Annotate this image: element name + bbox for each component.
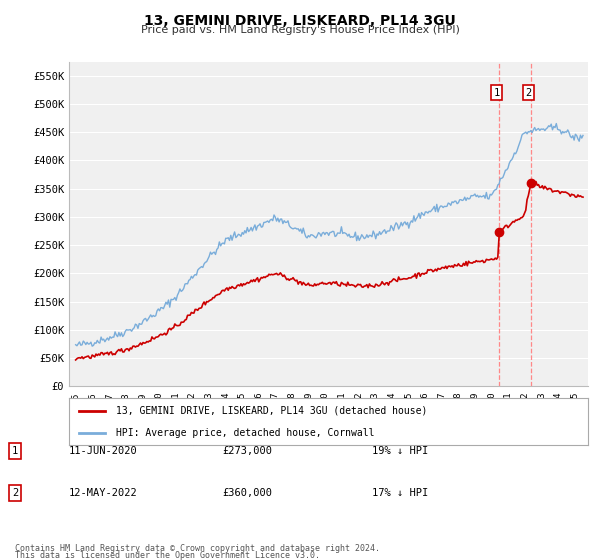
Text: HPI: Average price, detached house, Cornwall: HPI: Average price, detached house, Corn…: [116, 428, 374, 438]
Text: This data is licensed under the Open Government Licence v3.0.: This data is licensed under the Open Gov…: [15, 551, 320, 560]
Text: 11-JUN-2020: 11-JUN-2020: [69, 446, 138, 456]
Text: 2: 2: [12, 488, 18, 498]
Text: 17% ↓ HPI: 17% ↓ HPI: [372, 488, 428, 498]
Text: £273,000: £273,000: [222, 446, 272, 456]
Text: 13, GEMINI DRIVE, LISKEARD, PL14 3GU: 13, GEMINI DRIVE, LISKEARD, PL14 3GU: [144, 14, 456, 28]
Text: 1: 1: [12, 446, 18, 456]
Text: £360,000: £360,000: [222, 488, 272, 498]
Text: Contains HM Land Registry data © Crown copyright and database right 2024.: Contains HM Land Registry data © Crown c…: [15, 544, 380, 553]
Text: 19% ↓ HPI: 19% ↓ HPI: [372, 446, 428, 456]
Text: 1: 1: [494, 88, 500, 97]
Text: 2: 2: [526, 88, 532, 97]
Text: Price paid vs. HM Land Registry's House Price Index (HPI): Price paid vs. HM Land Registry's House …: [140, 25, 460, 35]
Text: 12-MAY-2022: 12-MAY-2022: [69, 488, 138, 498]
Text: 13, GEMINI DRIVE, LISKEARD, PL14 3GU (detached house): 13, GEMINI DRIVE, LISKEARD, PL14 3GU (de…: [116, 406, 427, 416]
